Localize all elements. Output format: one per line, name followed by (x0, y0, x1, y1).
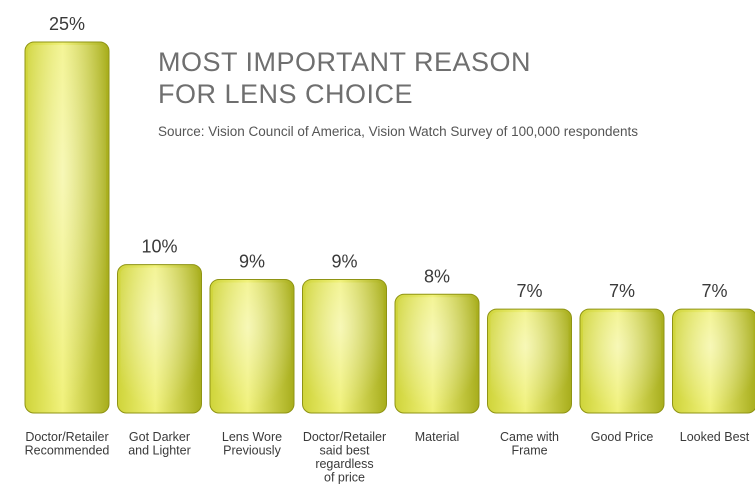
bar-value-label: 7% (516, 281, 542, 301)
category-label: Doctor/Retailer Recommended (25, 430, 110, 458)
category-label: Got Darker and Lighter (128, 430, 191, 458)
bar-value-label: 8% (424, 266, 450, 286)
bars-group (24, 41, 755, 414)
value-labels-group: 25% 10% 9% 9% 8% 7% 7% 7% (49, 14, 728, 301)
bar-value-label: 10% (141, 237, 177, 257)
category-label: Material (415, 430, 459, 444)
category-labels-group: Doctor/Retailer Recommended Got Darker and … (25, 430, 750, 485)
category-label: Looked Best (680, 430, 750, 444)
bar-highlight (583, 312, 661, 410)
category-label: Good Price (591, 430, 654, 444)
bar-highlight (213, 282, 291, 410)
category-label: Doctor/Retailer said best regardless of pri… (303, 430, 386, 485)
bar-highlight (490, 312, 569, 410)
chart-title-line-2: FOR LENS CHOICE (158, 79, 414, 109)
bar-highlight (675, 312, 754, 410)
bar-value-label: 9% (331, 251, 357, 271)
bar-highlight (305, 282, 384, 410)
bar-value-label: 9% (239, 251, 265, 271)
bar-value-label: 7% (609, 281, 635, 301)
bar-highlight (28, 45, 106, 410)
bar-highlight (120, 267, 199, 410)
chart-title-line-1: MOST IMPORTANT REASON (158, 47, 532, 77)
category-label: Lens Wore Previously (222, 430, 282, 458)
bar-highlight (398, 297, 476, 410)
bar-value-label: 25% (49, 14, 85, 34)
category-label: Came with Frame (500, 430, 559, 458)
chart-source-note: Source: Vision Council of America, Visio… (158, 124, 639, 139)
bar-value-label: 7% (701, 281, 727, 301)
